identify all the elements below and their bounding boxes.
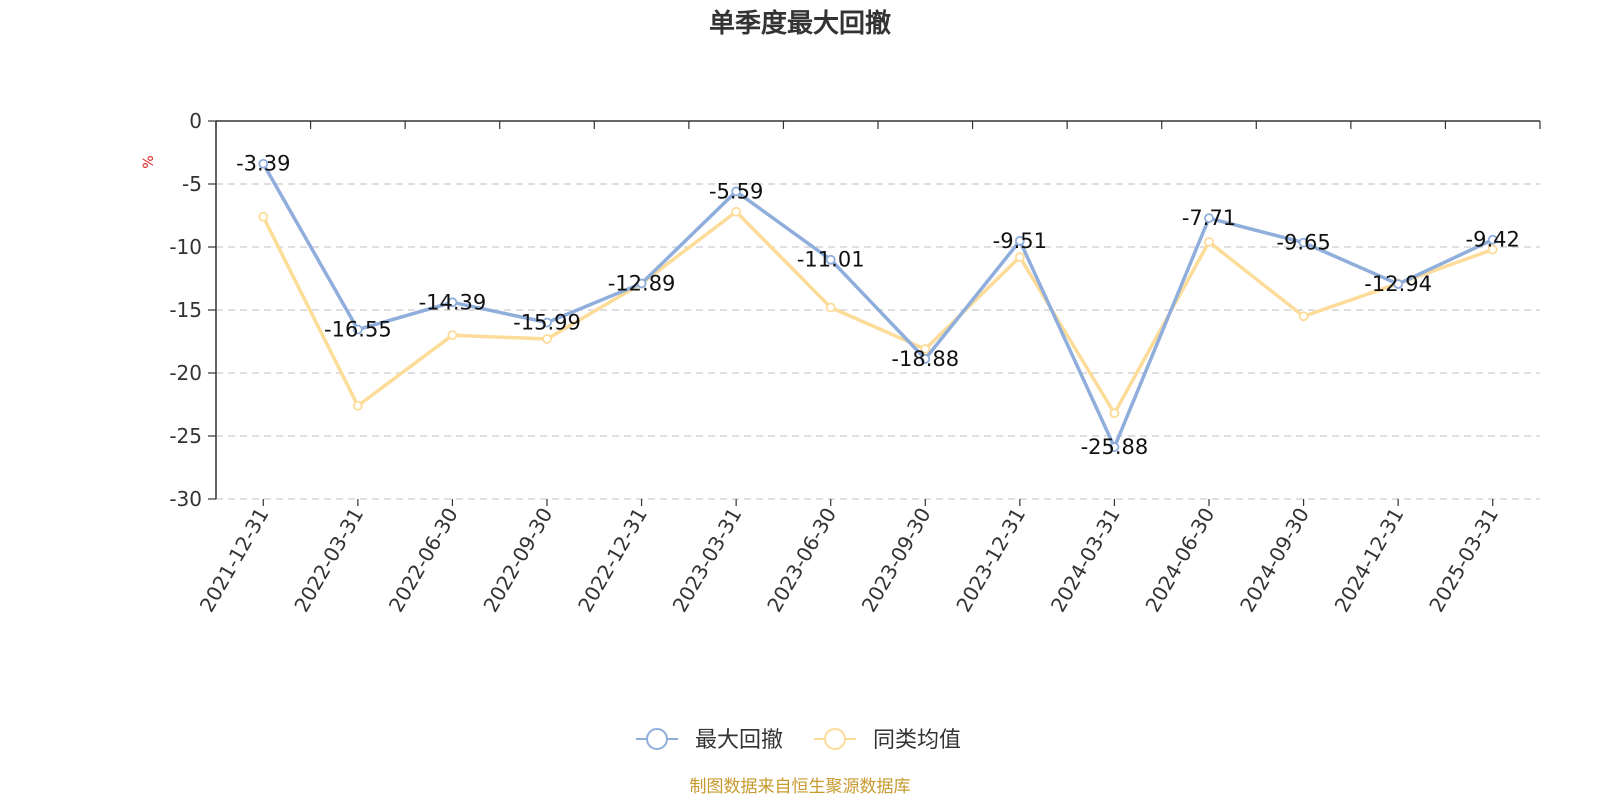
data-point-series-0[interactable] bbox=[258, 158, 269, 169]
data-point-series-1[interactable] bbox=[1014, 252, 1025, 262]
data-point-series-0[interactable] bbox=[1298, 237, 1309, 248]
y-tick-label: 0 bbox=[189, 109, 202, 133]
series-line-1 bbox=[261, 209, 1494, 416]
data-label: -18.88 bbox=[891, 347, 959, 371]
data-source-note: 制图数据来自恒生聚源数据库 bbox=[690, 777, 911, 797]
data-point-series-1[interactable] bbox=[258, 211, 269, 222]
data-point-series-0[interactable] bbox=[1204, 213, 1214, 224]
y-tick-label: -15 bbox=[169, 298, 202, 322]
legend-label-max-drawdown: 最大回撤 bbox=[695, 728, 783, 753]
data-label: -12.94 bbox=[1364, 272, 1432, 296]
chart-title: 单季度最大回撤 bbox=[709, 8, 891, 39]
data-label: -14.39 bbox=[419, 290, 487, 314]
data-point-series-0[interactable] bbox=[352, 324, 363, 335]
data-label: -3.39 bbox=[236, 152, 290, 176]
data-label: -11.01 bbox=[797, 248, 865, 272]
legend-circle-max-drawdown-icon bbox=[646, 728, 668, 750]
legend: 最大回撤 同类均值 bbox=[636, 728, 961, 753]
x-tick-label: 2023-06-30 bbox=[762, 504, 841, 617]
x-tick-label: 2022-12-31 bbox=[573, 504, 652, 617]
data-labels: -3.39 -16.55 -14.39 -15.99 -12.89 -5.59 -11.01… bbox=[236, 152, 1520, 459]
data-point-series-0[interactable] bbox=[542, 317, 552, 328]
legend-item-max-drawdown[interactable]: 最大回撤 bbox=[636, 728, 783, 753]
data-label: -5.59 bbox=[709, 179, 763, 203]
data-point-series-0[interactable] bbox=[1014, 235, 1025, 246]
x-tick-label: 2024-03-31 bbox=[1046, 504, 1125, 617]
data-label: -9.65 bbox=[1276, 231, 1330, 255]
x-tick-label: 2022-09-30 bbox=[478, 504, 557, 617]
x-tick-label: 2023-12-31 bbox=[951, 504, 1030, 617]
data-point-series-1[interactable] bbox=[542, 334, 552, 344]
data-label: -25.88 bbox=[1081, 435, 1149, 459]
data-label: -12.89 bbox=[608, 271, 676, 295]
data-point-series-0[interactable] bbox=[920, 353, 931, 364]
series-line-0 bbox=[261, 162, 1494, 449]
data-label: -16.55 bbox=[324, 318, 392, 342]
data-label: -15.99 bbox=[513, 310, 581, 334]
x-tick-label: 2024-06-30 bbox=[1140, 504, 1219, 617]
x-tick-label: 2024-12-31 bbox=[1330, 504, 1409, 617]
data-point-series-1[interactable] bbox=[1109, 408, 1120, 419]
data-label: -7.71 bbox=[1182, 206, 1236, 230]
x-tick-label: 2022-06-30 bbox=[384, 504, 463, 617]
y-tick-label: -10 bbox=[169, 235, 202, 259]
legend-label-category-average: 同类均值 bbox=[873, 728, 961, 753]
data-label: -9.51 bbox=[993, 229, 1047, 253]
y-tick-label: -25 bbox=[169, 424, 202, 448]
data-point-series-1[interactable] bbox=[1487, 244, 1498, 255]
data-point-series-1[interactable] bbox=[1204, 237, 1214, 247]
data-point-series-1[interactable] bbox=[447, 330, 458, 341]
data-point-series-0[interactable] bbox=[731, 186, 742, 197]
series-lines bbox=[258, 158, 1498, 452]
x-tick-label: 2023-03-31 bbox=[668, 504, 747, 617]
data-point-series-1[interactable] bbox=[352, 400, 363, 411]
data-point-series-1[interactable] bbox=[1298, 311, 1309, 322]
y-tick-label: -30 bbox=[169, 487, 202, 511]
y-tick-label: -5 bbox=[182, 172, 202, 196]
data-point-series-0[interactable] bbox=[1109, 442, 1120, 452]
x-tick-label: 2025-03-31 bbox=[1424, 504, 1503, 617]
legend-circle-category-average-icon bbox=[824, 728, 846, 750]
x-tick-label: 2024-09-30 bbox=[1235, 504, 1314, 617]
grid-lines bbox=[216, 183, 1540, 500]
data-point-series-0[interactable] bbox=[447, 297, 458, 308]
data-label: -9.42 bbox=[1466, 228, 1520, 252]
data-point-series-1[interactable] bbox=[731, 206, 742, 217]
data-point-series-0[interactable] bbox=[825, 254, 836, 265]
data-point-series-1[interactable] bbox=[825, 302, 836, 313]
x-tick-label: 2021-12-31 bbox=[195, 504, 274, 617]
data-point-series-0[interactable] bbox=[1393, 279, 1404, 289]
data-point-series-1[interactable] bbox=[920, 344, 931, 354]
y-axis-unit-label: % bbox=[141, 155, 157, 168]
data-point-series-0[interactable] bbox=[636, 278, 647, 289]
data-point-series-0[interactable] bbox=[1487, 234, 1498, 245]
legend-item-category-average[interactable]: 同类均值 bbox=[814, 728, 961, 753]
y-tick-label: -20 bbox=[169, 361, 202, 385]
x-tick-label: 2022-03-31 bbox=[289, 504, 368, 617]
x-tick-label: 2023-09-30 bbox=[857, 503, 936, 616]
